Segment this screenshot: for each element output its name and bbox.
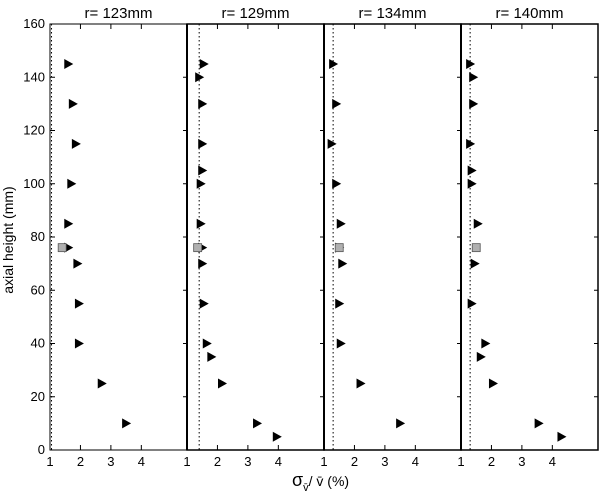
panel-2: r= 129mm 1 2 3 4 (183, 5, 325, 469)
data-point-square (57, 243, 67, 253)
data-point-triangle (332, 178, 342, 189)
x-axis-title-sigma: σ (292, 470, 303, 490)
data-point-square (471, 243, 481, 253)
data-point-triangle (64, 218, 74, 229)
data-point-triangle (253, 418, 263, 429)
x-tick-label: 1 (46, 454, 53, 469)
x-tick-label: 1 (183, 454, 190, 469)
data-point-triangle (473, 218, 483, 229)
panel-1: r= 123mm 1 2 3 4 (46, 5, 188, 469)
panel-frame (323, 23, 462, 451)
data-point-triangle (534, 418, 544, 429)
data-point-triangle (481, 338, 491, 349)
data-point-triangle (557, 431, 567, 442)
data-point-triangle (73, 258, 83, 269)
data-point-triangle (198, 138, 208, 149)
x-tick-label: 4 (275, 454, 282, 469)
data-point-triangle (97, 378, 107, 389)
data-point-triangle (199, 298, 209, 309)
x-tick-label: 2 (214, 454, 221, 469)
panel-frame (186, 23, 325, 451)
data-point-triangle (476, 351, 486, 362)
panel-title: r= 123mm (85, 5, 153, 22)
data-point-triangle (198, 258, 208, 269)
x-axis-title-subscript: v̄ (303, 482, 309, 494)
panel-title: r= 134mm (359, 5, 427, 22)
x-axis-title: σv̄/ v̄ (%) (292, 470, 349, 494)
y-tick-label: 0 (38, 442, 45, 457)
data-point-triangle (218, 378, 228, 389)
y-tick-label: 140 (23, 69, 45, 84)
data-point-triangle (469, 98, 479, 109)
data-point-triangle (469, 72, 479, 83)
data-point-triangle (74, 338, 84, 349)
data-point-triangle (195, 72, 205, 83)
data-point-triangle (338, 258, 348, 269)
data-point-triangle (196, 178, 206, 189)
data-point-triangle (74, 298, 84, 309)
panel-frame (460, 23, 599, 451)
data-point-triangle (198, 98, 208, 109)
panel-3: r= 134mm 1 2 3 4 (320, 5, 462, 469)
panel-frame (49, 23, 188, 451)
data-point-triangle (199, 58, 209, 69)
y-tick-label: 40 (31, 336, 45, 351)
data-point-triangle (336, 338, 346, 349)
data-point-triangle (198, 165, 208, 176)
panel-4: r= 140mm 1 2 3 4 (457, 5, 599, 469)
data-point-triangle (202, 338, 212, 349)
data-point-triangle (488, 378, 498, 389)
y-tick-label: 80 (31, 229, 45, 244)
y-tick-label: 100 (23, 176, 45, 191)
data-point-triangle (272, 431, 282, 442)
x-tick-label: 4 (138, 454, 145, 469)
x-tick-label: 1 (320, 454, 327, 469)
x-tick-label: 3 (107, 454, 114, 469)
data-point-triangle (332, 98, 342, 109)
data-point-triangle (71, 138, 81, 149)
x-axis-title-rest: / v̄ (%) (309, 473, 349, 489)
data-point-triangle (396, 418, 406, 429)
x-tick-label: 3 (381, 454, 388, 469)
data-point-triangle (467, 165, 477, 176)
x-tick-label: 2 (488, 454, 495, 469)
x-tick-label: 1 (457, 454, 464, 469)
data-point-triangle (467, 298, 477, 309)
data-point-triangle (467, 178, 477, 189)
x-tick-label: 4 (412, 454, 419, 469)
data-point-triangle (329, 58, 339, 69)
data-point-triangle (68, 98, 78, 109)
y-tick-label: 20 (31, 389, 45, 404)
data-point-triangle (466, 58, 476, 69)
data-point-triangle (336, 218, 346, 229)
y-tick-label: 120 (23, 123, 45, 138)
data-point-triangle (466, 138, 476, 149)
panel-title: r= 140mm (496, 5, 564, 22)
y-tick-label: 60 (31, 282, 45, 297)
x-tick-label: 2 (351, 454, 358, 469)
data-point-triangle (327, 138, 337, 149)
data-point-triangle (122, 418, 132, 429)
y-axis-title: axial height (mm) (0, 186, 16, 293)
data-point-triangle (335, 298, 345, 309)
data-point-triangle (207, 351, 217, 362)
panel-title: r= 129mm (222, 5, 290, 22)
y-axis: 0 20 40 60 80 100 120 140 160 (23, 16, 55, 457)
y-tick-label: 160 (23, 16, 45, 31)
x-tick-label: 3 (244, 454, 251, 469)
x-tick-label: 3 (518, 454, 525, 469)
x-tick-label: 2 (77, 454, 84, 469)
data-point-triangle (67, 178, 77, 189)
x-tick-label: 4 (549, 454, 556, 469)
data-point-square (334, 243, 344, 253)
data-point-triangle (356, 378, 366, 389)
data-point-triangle (64, 58, 74, 69)
data-point-triangle (196, 218, 206, 229)
data-point-square (193, 243, 203, 253)
data-point-triangle (470, 258, 480, 269)
